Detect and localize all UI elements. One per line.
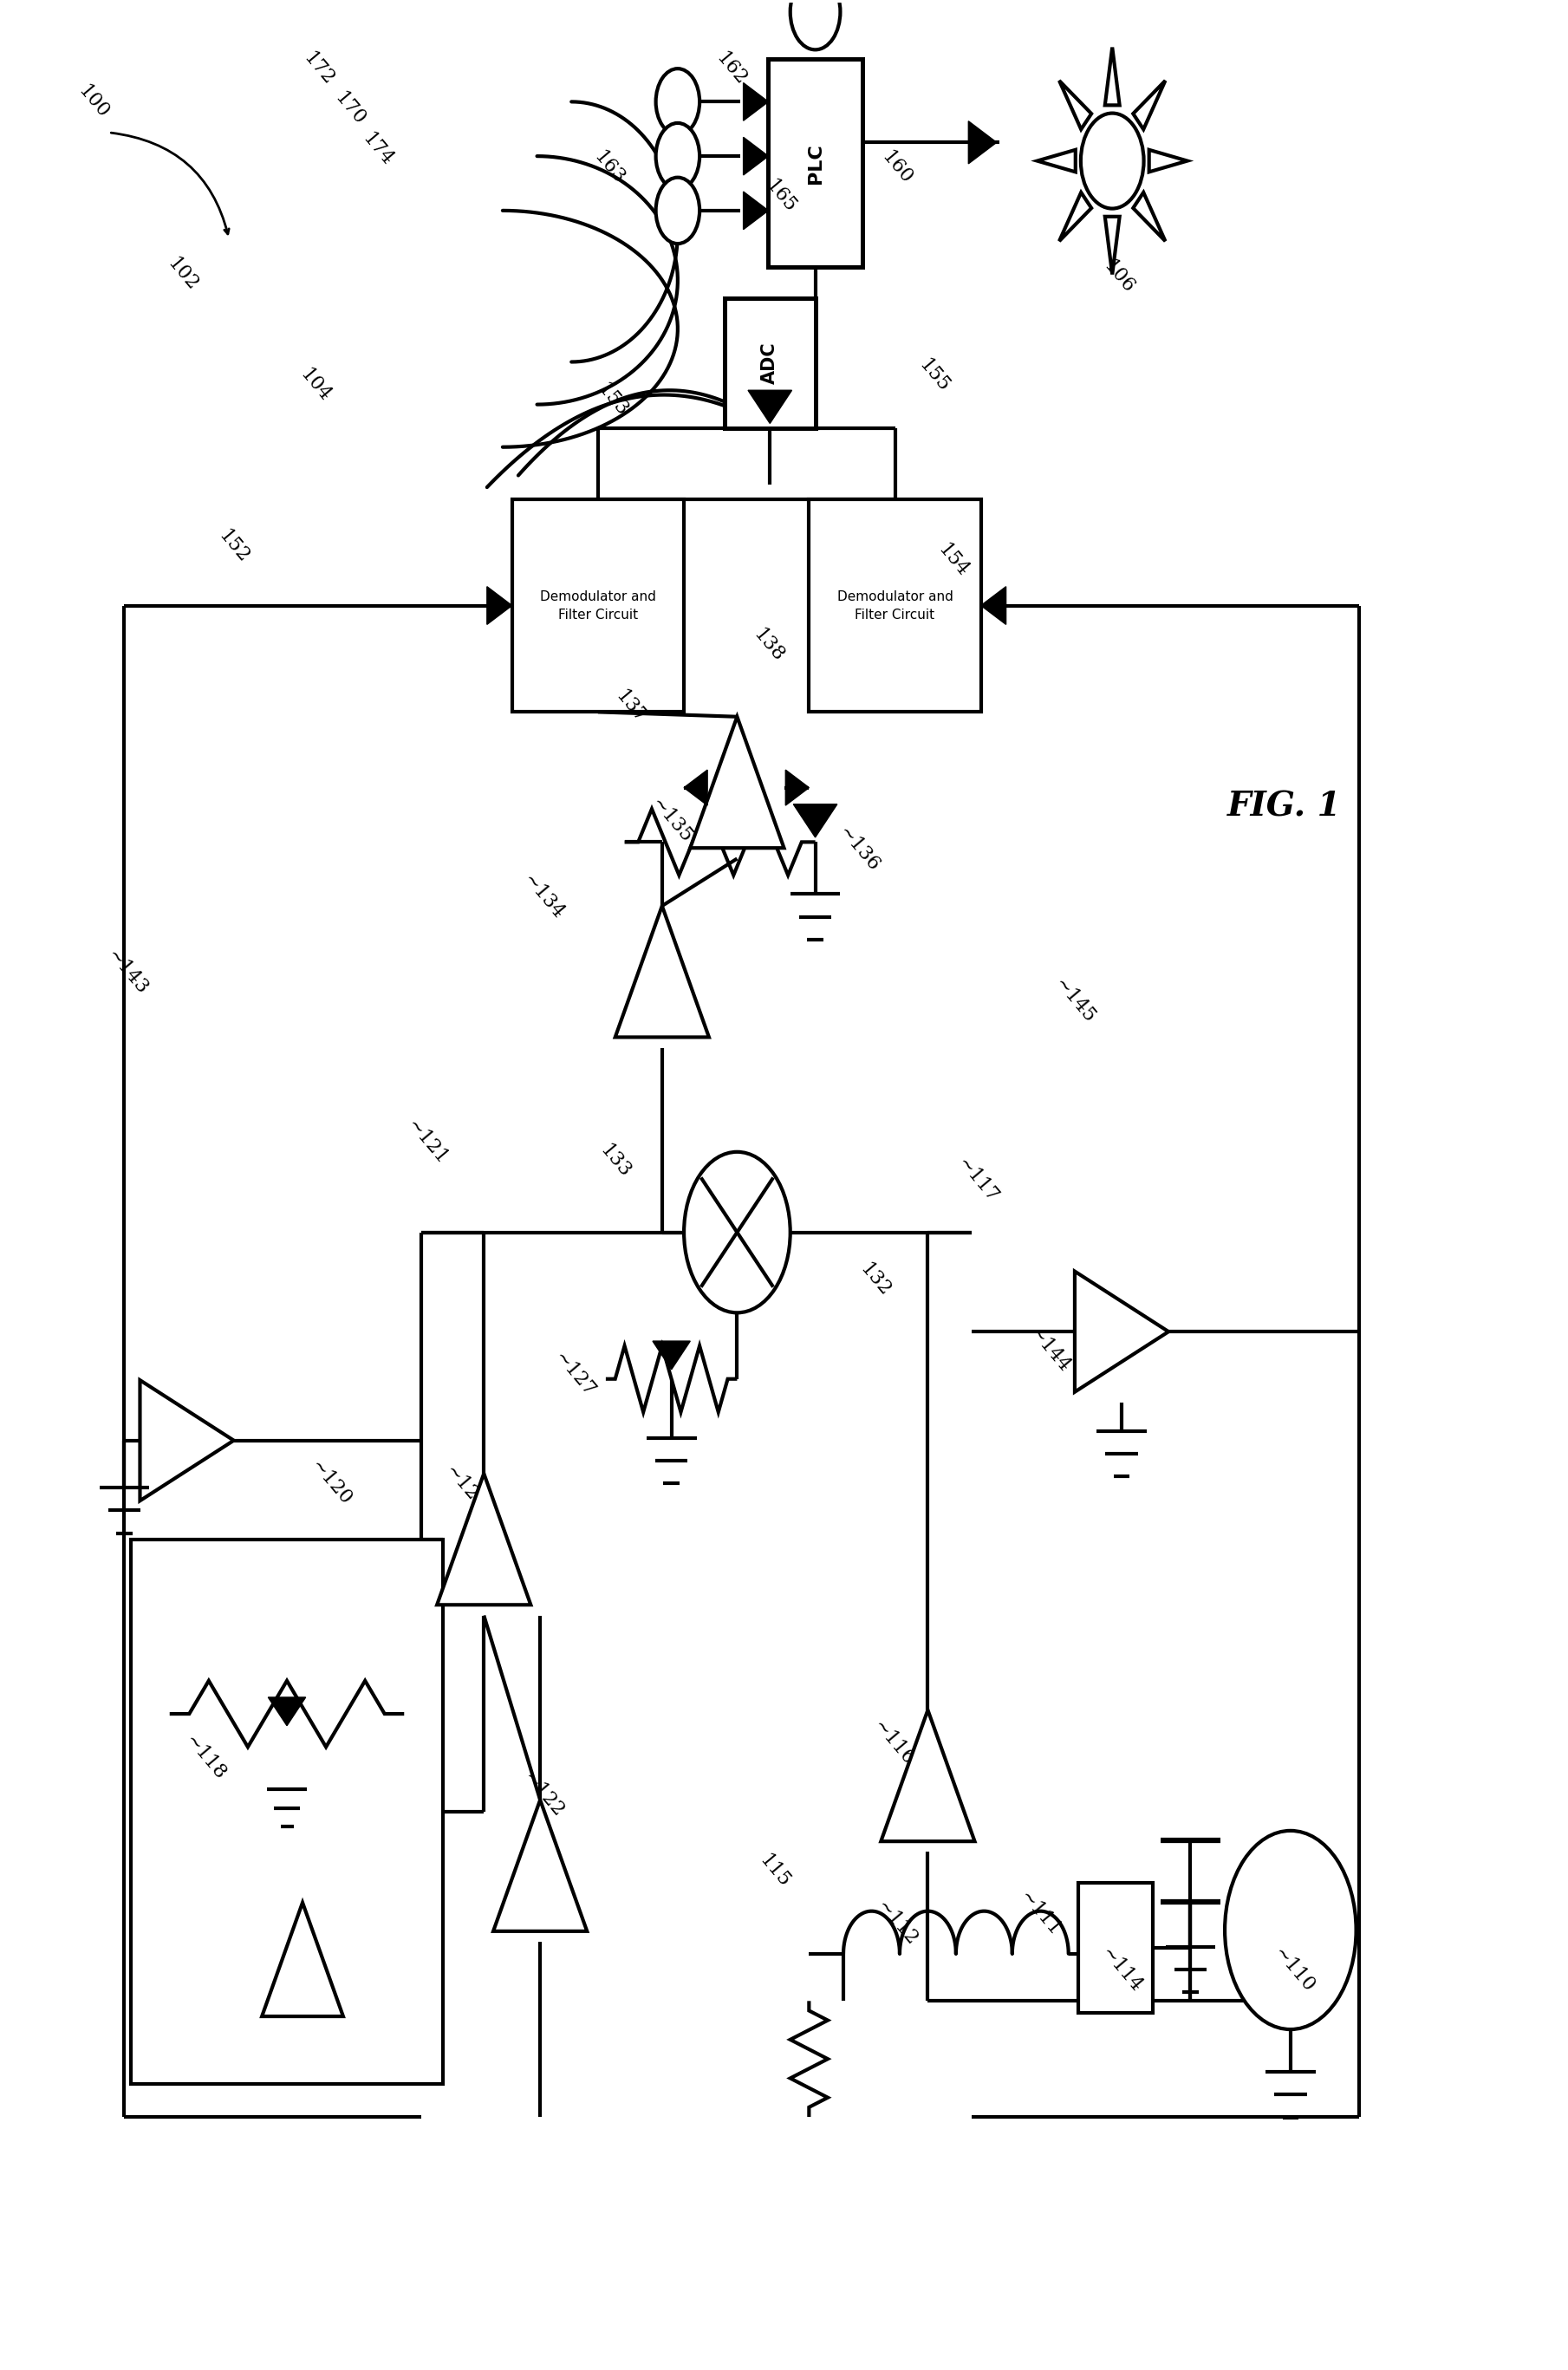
Polygon shape	[684, 770, 707, 806]
Polygon shape	[437, 1474, 530, 1604]
Text: ~111: ~111	[1016, 1887, 1065, 1941]
Polygon shape	[743, 83, 768, 121]
Circle shape	[790, 0, 840, 50]
Polygon shape	[268, 1697, 306, 1725]
Polygon shape	[743, 137, 768, 175]
Text: ~114: ~114	[1098, 1943, 1146, 1996]
Polygon shape	[1105, 47, 1120, 104]
Polygon shape	[982, 588, 1007, 623]
Polygon shape	[1134, 192, 1165, 242]
Polygon shape	[488, 588, 513, 623]
Polygon shape	[1074, 1270, 1168, 1391]
Bar	[130, 1540, 444, 2083]
Text: ~145: ~145	[1051, 974, 1099, 1026]
Text: PLC: PLC	[806, 142, 823, 182]
Bar	[768, 59, 862, 268]
Text: 102: 102	[163, 254, 201, 294]
Polygon shape	[793, 803, 837, 837]
Text: 142: 142	[143, 1415, 180, 1455]
Text: 154: 154	[933, 540, 972, 581]
Polygon shape	[743, 192, 768, 230]
Text: 152: 152	[215, 526, 252, 566]
Polygon shape	[1060, 81, 1091, 130]
Polygon shape	[969, 121, 997, 164]
Text: 160: 160	[878, 147, 916, 187]
Text: 153: 153	[593, 379, 632, 419]
Text: 100: 100	[74, 81, 113, 121]
Text: ~118: ~118	[182, 1730, 230, 1785]
Text: ~143: ~143	[103, 946, 152, 998]
Bar	[724, 299, 815, 429]
Text: 163: 163	[590, 147, 629, 187]
Polygon shape	[494, 1799, 586, 1932]
Text: ~135: ~135	[648, 794, 696, 846]
Text: ~122: ~122	[519, 1768, 568, 1823]
Polygon shape	[1060, 192, 1091, 242]
Text: ~136: ~136	[834, 822, 883, 875]
Text: 172: 172	[299, 47, 337, 88]
Polygon shape	[1038, 149, 1076, 173]
Text: 170: 170	[331, 88, 368, 128]
Text: 174: 174	[359, 128, 397, 168]
Text: 115: 115	[756, 1851, 793, 1891]
Polygon shape	[1105, 216, 1120, 275]
Text: ~110: ~110	[1269, 1943, 1319, 1996]
Text: Demodulator and
Filter Circuit: Demodulator and Filter Circuit	[539, 590, 655, 621]
Circle shape	[655, 69, 699, 135]
Text: ~117: ~117	[953, 1154, 1002, 1206]
Polygon shape	[1134, 81, 1165, 130]
Text: 155: 155	[916, 355, 953, 396]
Circle shape	[684, 1152, 790, 1313]
Text: 133: 133	[596, 1140, 635, 1183]
Text: 162: 162	[712, 47, 750, 88]
Polygon shape	[140, 1379, 234, 1500]
Bar	[1077, 1882, 1152, 2012]
Bar	[513, 500, 684, 711]
Text: 138: 138	[750, 626, 787, 666]
Text: FIG. 1: FIG. 1	[1228, 789, 1341, 822]
Text: ADC: ADC	[760, 341, 779, 384]
Polygon shape	[652, 1341, 690, 1370]
Text: 132: 132	[856, 1258, 894, 1299]
Text: ~134: ~134	[519, 870, 568, 922]
Text: Demodulator and
Filter Circuit: Demodulator and Filter Circuit	[837, 590, 953, 621]
Text: 137: 137	[612, 687, 651, 728]
Circle shape	[655, 178, 699, 244]
Polygon shape	[786, 770, 809, 806]
Polygon shape	[690, 716, 784, 848]
Text: ~124: ~124	[441, 1462, 489, 1514]
Text: ~120: ~120	[306, 1458, 354, 1510]
Bar	[809, 500, 982, 711]
Polygon shape	[262, 1903, 343, 2017]
Circle shape	[1225, 1830, 1356, 2029]
Text: 165: 165	[762, 175, 800, 216]
Text: 104: 104	[296, 365, 334, 405]
Text: 106: 106	[1099, 256, 1138, 296]
Circle shape	[655, 123, 699, 190]
Text: ~126: ~126	[710, 1254, 759, 1306]
Circle shape	[1080, 114, 1143, 209]
Text: ~116: ~116	[869, 1716, 917, 1770]
Polygon shape	[1149, 149, 1187, 173]
Text: ~112: ~112	[872, 1896, 920, 1948]
Text: ~121: ~121	[403, 1116, 452, 1168]
Polygon shape	[748, 391, 792, 424]
Polygon shape	[615, 905, 709, 1038]
Text: ~127: ~127	[550, 1349, 599, 1401]
Text: ~144: ~144	[1025, 1325, 1074, 1377]
Polygon shape	[881, 1711, 975, 1841]
